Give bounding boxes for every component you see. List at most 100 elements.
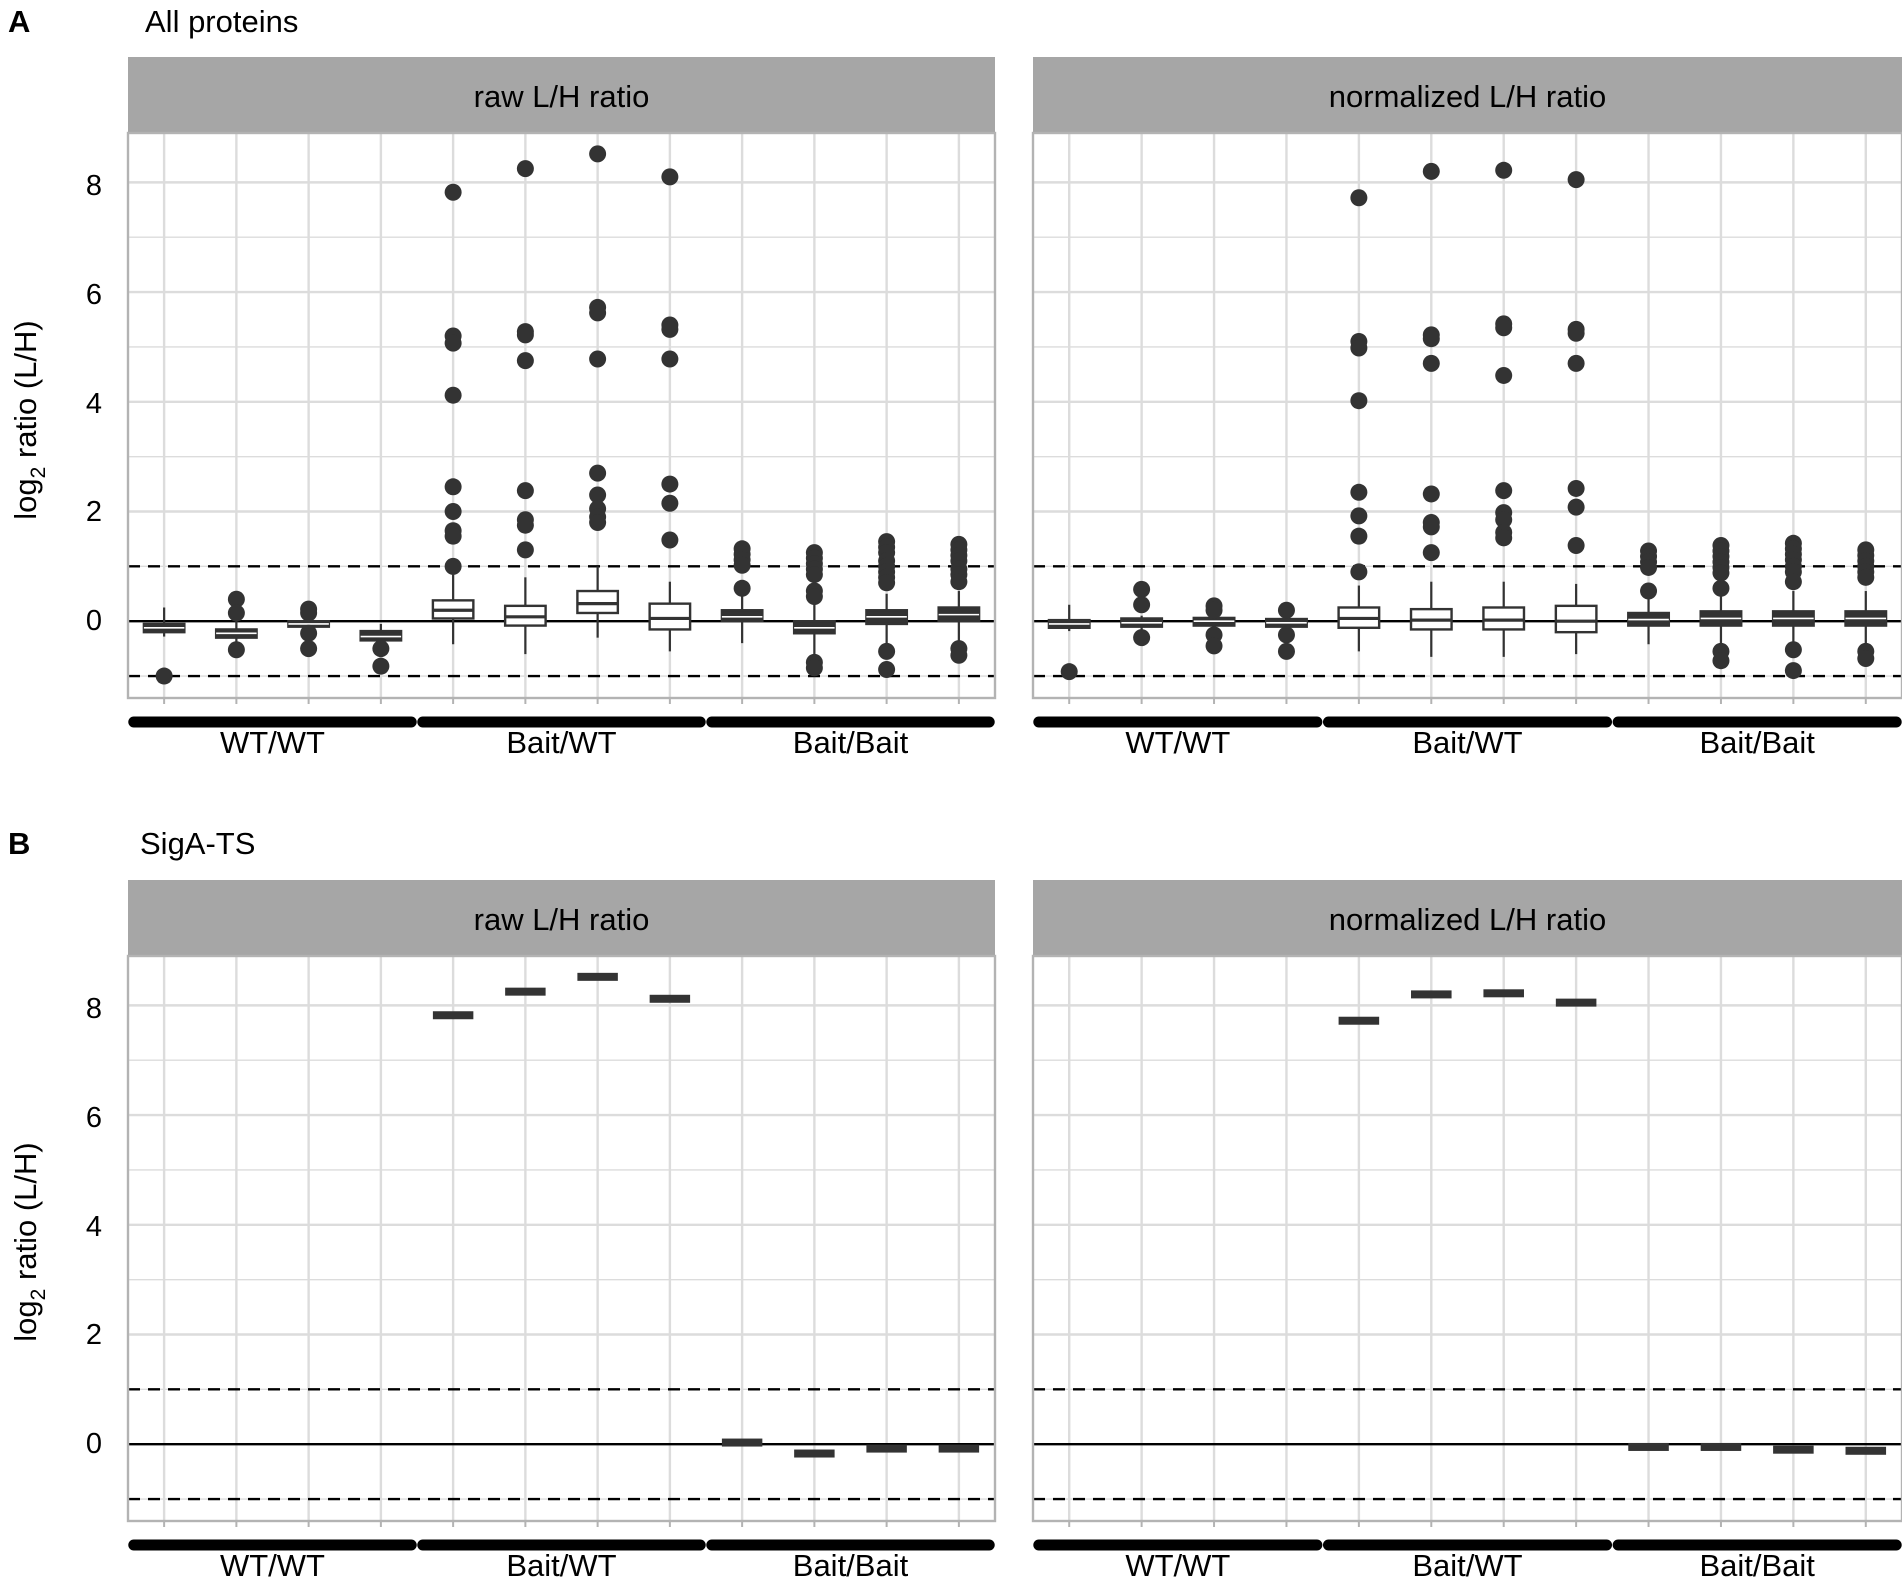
outlier-point	[661, 321, 678, 338]
outlier-point	[1350, 340, 1367, 357]
outlier-point	[228, 604, 245, 621]
outlier-point	[1568, 480, 1585, 497]
group-label: Bait/Bait	[793, 1548, 909, 1583]
panel-b-letter: B	[8, 826, 30, 861]
box-body	[361, 631, 401, 640]
plot-area	[128, 133, 995, 698]
panel-b-title: SigA-TS	[140, 826, 255, 861]
plot-area	[1033, 956, 1902, 1521]
outlier-point	[1350, 528, 1367, 545]
box-7	[577, 973, 617, 981]
outlier-point	[1278, 602, 1295, 619]
box-11	[866, 1445, 906, 1453]
outlier-point	[445, 335, 462, 352]
outlier-point	[517, 352, 534, 369]
outlier-point	[517, 160, 534, 177]
box-8	[650, 995, 690, 1003]
y-tick-labels-a: 8 6 4 2 0	[86, 170, 102, 637]
outlier-point	[1785, 641, 1802, 658]
outlier-point	[517, 541, 534, 558]
outlier-point	[300, 604, 317, 621]
outlier-point	[445, 387, 462, 404]
group-label: Bait/WT	[1412, 1548, 1522, 1583]
outlier-point	[1206, 602, 1223, 619]
outlier-point	[734, 557, 751, 574]
outlier-point	[1712, 564, 1729, 581]
y-tick-a-2: 2	[86, 496, 102, 528]
panel-a-title: All proteins	[145, 4, 298, 39]
group-label: Bait/Bait	[1699, 1548, 1815, 1583]
group-label: WT/WT	[1125, 725, 1230, 760]
outlier-point	[589, 465, 606, 482]
box-8	[1556, 999, 1597, 1007]
outlier-point	[661, 476, 678, 493]
y-tick-a-4: 4	[86, 388, 102, 420]
outlier-point	[1423, 485, 1440, 502]
outlier-point	[1568, 325, 1585, 342]
box-11	[1773, 1446, 1814, 1454]
group-label: Bait/Bait	[793, 725, 909, 760]
outlier-point	[1857, 569, 1874, 586]
outlier-point	[1495, 529, 1512, 546]
y-axis-title-a: log2 ratio (L/H)	[8, 320, 50, 519]
box-body	[1483, 607, 1524, 629]
facet-a-normalized: normalized L/H ratioWT/WT Bait/WT Bait/Bai…	[1033, 57, 1902, 760]
outlier-point	[445, 528, 462, 545]
outlier-point	[1495, 319, 1512, 336]
group-label: Bait/Bait	[1699, 725, 1815, 760]
outlier-point	[156, 668, 173, 685]
figure: A All proteins B SigA-TS log2 ratio (L/H…	[0, 0, 1902, 1591]
outlier-point	[1640, 583, 1657, 600]
outlier-point	[1133, 629, 1150, 646]
outlier-point	[1133, 581, 1150, 598]
outlier-point	[1061, 663, 1078, 680]
outlier-point	[589, 514, 606, 531]
y-axis-title-a-rest: ratio (L/H)	[8, 320, 43, 466]
box-6	[1411, 990, 1452, 998]
y-axis-title-b-main: log	[8, 1300, 43, 1341]
outlier-point	[950, 647, 967, 664]
outlier-point	[1133, 596, 1150, 613]
outlier-point	[1350, 507, 1367, 524]
outlier-point	[734, 580, 751, 597]
facet-strip-label: raw L/H ratio	[474, 902, 650, 937]
box-6	[505, 988, 545, 996]
outlier-point	[372, 640, 389, 657]
facet-a-raw: raw L/H ratio WT/WT Bait/WT Bait/Bait	[128, 57, 995, 760]
box-12	[939, 1445, 979, 1453]
facet-strip-label: raw L/H ratio	[474, 79, 650, 114]
outlier-point	[1568, 355, 1585, 372]
y-axis-title-b: log2 ratio (L/H)	[8, 1142, 50, 1341]
group-label: Bait/WT	[1412, 725, 1522, 760]
outlier-point	[1423, 163, 1440, 180]
y-tick-b-0: 0	[86, 1428, 102, 1460]
outlier-point	[806, 588, 823, 605]
outlier-point	[445, 503, 462, 520]
summary-bar	[505, 988, 545, 996]
group-label: Bait/WT	[506, 725, 616, 760]
box-5	[433, 1011, 473, 1019]
summary-bar	[1628, 1443, 1669, 1451]
summary-bar	[1773, 1446, 1814, 1454]
summary-bar	[722, 1439, 762, 1447]
outlier-point	[1495, 162, 1512, 179]
outlier-point	[1423, 355, 1440, 372]
outlier-point	[1568, 537, 1585, 554]
outlier-point	[950, 573, 967, 590]
facet-b-raw: raw L/H ratio WT/WT Bait/WT Bait/Bait	[128, 880, 995, 1583]
outlier-point	[661, 495, 678, 512]
group-label: WT/WT	[220, 725, 325, 760]
summary-bar	[1483, 989, 1524, 997]
y-axis-title-a-sub: 2	[27, 467, 50, 479]
summary-bar	[1701, 1443, 1742, 1451]
outlier-point	[1423, 518, 1440, 535]
outlier-point	[1568, 171, 1585, 188]
outlier-point	[517, 517, 534, 534]
summary-bar	[577, 973, 617, 981]
box-9	[722, 1439, 762, 1447]
outlier-point	[445, 478, 462, 495]
y-axis-title-b-rest: ratio (L/H)	[8, 1142, 43, 1288]
group-label: WT/WT	[1125, 1548, 1230, 1583]
outlier-point	[806, 659, 823, 676]
outlier-point	[228, 641, 245, 658]
